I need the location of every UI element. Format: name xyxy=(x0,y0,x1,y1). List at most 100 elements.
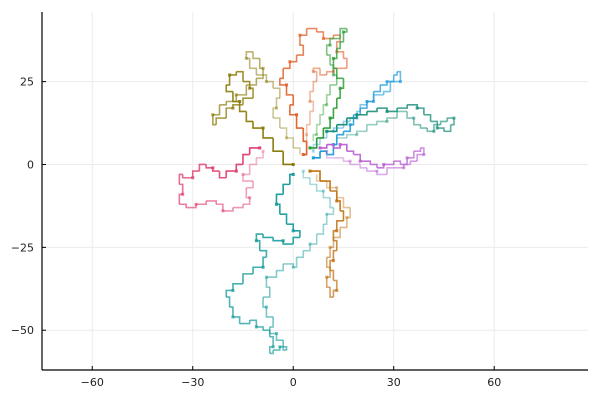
series-6-point xyxy=(285,136,289,140)
x-tick-label: −60 xyxy=(81,376,104,389)
series-8-segment xyxy=(262,234,274,239)
series-8-point xyxy=(264,305,268,309)
series-5-segment xyxy=(397,104,408,109)
series-2-segment xyxy=(316,31,325,39)
series-5-segment xyxy=(450,118,455,126)
series-3-segment xyxy=(325,94,331,105)
series-8-segment xyxy=(323,214,328,225)
series-9-segment xyxy=(315,174,327,182)
series-6-point xyxy=(291,162,295,166)
series-6-segment xyxy=(273,87,281,99)
series-8-segment xyxy=(229,306,234,317)
series-6-segment xyxy=(252,51,260,60)
series-9-segment xyxy=(325,277,331,288)
x-tick-label: 60 xyxy=(487,376,501,389)
series-7-segment xyxy=(248,147,260,155)
series-5-point xyxy=(415,106,419,110)
series-7 xyxy=(178,146,265,213)
series-9-segment xyxy=(333,239,338,251)
series-9-segment xyxy=(335,187,344,199)
series-1-segment xyxy=(343,124,351,133)
series-1-point xyxy=(372,100,376,103)
series-2-segment xyxy=(319,68,327,76)
series-9-point xyxy=(335,199,339,203)
series-8-segment xyxy=(263,287,271,298)
series-8-point xyxy=(291,229,295,233)
series-5-segment xyxy=(356,130,367,135)
series-3-segment xyxy=(329,84,337,95)
series-3-segment xyxy=(326,54,331,66)
series-8-segment xyxy=(316,224,325,235)
series-1-segment xyxy=(342,120,351,129)
series-5-segment xyxy=(419,124,428,129)
series-8-segment xyxy=(249,319,258,327)
series-4-segment xyxy=(409,160,418,165)
series-8-segment xyxy=(309,234,318,245)
series-5-segment xyxy=(433,123,441,132)
series-8-segment xyxy=(329,197,334,209)
series-6-segment xyxy=(226,94,238,103)
series-6-segment xyxy=(275,97,280,109)
series-8-point xyxy=(278,345,282,349)
series-8-segment xyxy=(279,213,288,225)
series-4-point xyxy=(325,149,329,153)
series-3-point xyxy=(308,146,312,150)
series-4-segment xyxy=(420,147,425,155)
series-4-segment xyxy=(360,160,372,165)
series-8-segment xyxy=(269,336,274,347)
series-1-segment xyxy=(336,131,345,136)
series-2-segment xyxy=(309,100,315,112)
series-6-segment xyxy=(266,80,274,89)
series-8-segment xyxy=(226,296,231,308)
series-1-segment xyxy=(372,94,384,102)
series-4-point xyxy=(382,162,386,166)
series-5-segment xyxy=(446,117,455,122)
series-3-segment xyxy=(339,27,347,39)
series-8-point xyxy=(274,202,278,206)
series-8-segment xyxy=(268,326,277,335)
series-7-segment xyxy=(232,204,244,209)
series-6-segment xyxy=(252,121,264,129)
y-tick-label: −25 xyxy=(11,241,34,254)
series-9-point xyxy=(345,216,349,220)
series-7-segment xyxy=(242,164,251,176)
series-4-point xyxy=(358,159,362,163)
series-8-segment xyxy=(262,256,267,268)
series-8-point xyxy=(271,345,275,349)
series-8-segment xyxy=(309,177,317,186)
series-1-segment xyxy=(397,70,402,82)
series-9-point xyxy=(331,259,335,263)
series-6-segment xyxy=(262,128,274,139)
series-5-segment xyxy=(423,113,432,122)
series-6-segment xyxy=(246,78,258,86)
series-4-segment xyxy=(359,164,367,169)
series-9-segment xyxy=(325,181,337,189)
series-5-segment xyxy=(387,108,398,113)
series-1-point xyxy=(365,100,369,103)
series-7-point xyxy=(248,196,252,200)
series-7-segment xyxy=(181,174,193,179)
series-8-point xyxy=(301,169,305,173)
series-7-point xyxy=(221,209,225,213)
series-8-segment xyxy=(293,257,298,269)
series-4-segment xyxy=(353,153,362,162)
series-3-segment xyxy=(309,137,318,149)
series-6-segment xyxy=(279,127,288,138)
series-9-segment xyxy=(329,287,334,298)
series-5-segment xyxy=(407,104,418,109)
series-8-segment xyxy=(232,316,241,324)
series-8-point xyxy=(281,239,285,243)
series-9-point xyxy=(335,186,339,190)
series-6-segment xyxy=(226,74,231,86)
series-5-segment xyxy=(366,123,377,132)
series-3-segment xyxy=(315,123,321,135)
series-2-segment xyxy=(299,28,308,36)
series-2-point xyxy=(305,133,309,137)
series-6-segment xyxy=(256,74,268,82)
series-1-point xyxy=(348,123,352,127)
series-4-point xyxy=(348,159,352,163)
series-8-segment xyxy=(275,193,284,205)
series-3-point xyxy=(328,43,332,47)
series-5-segment xyxy=(430,120,439,129)
series-9-segment xyxy=(342,197,351,209)
